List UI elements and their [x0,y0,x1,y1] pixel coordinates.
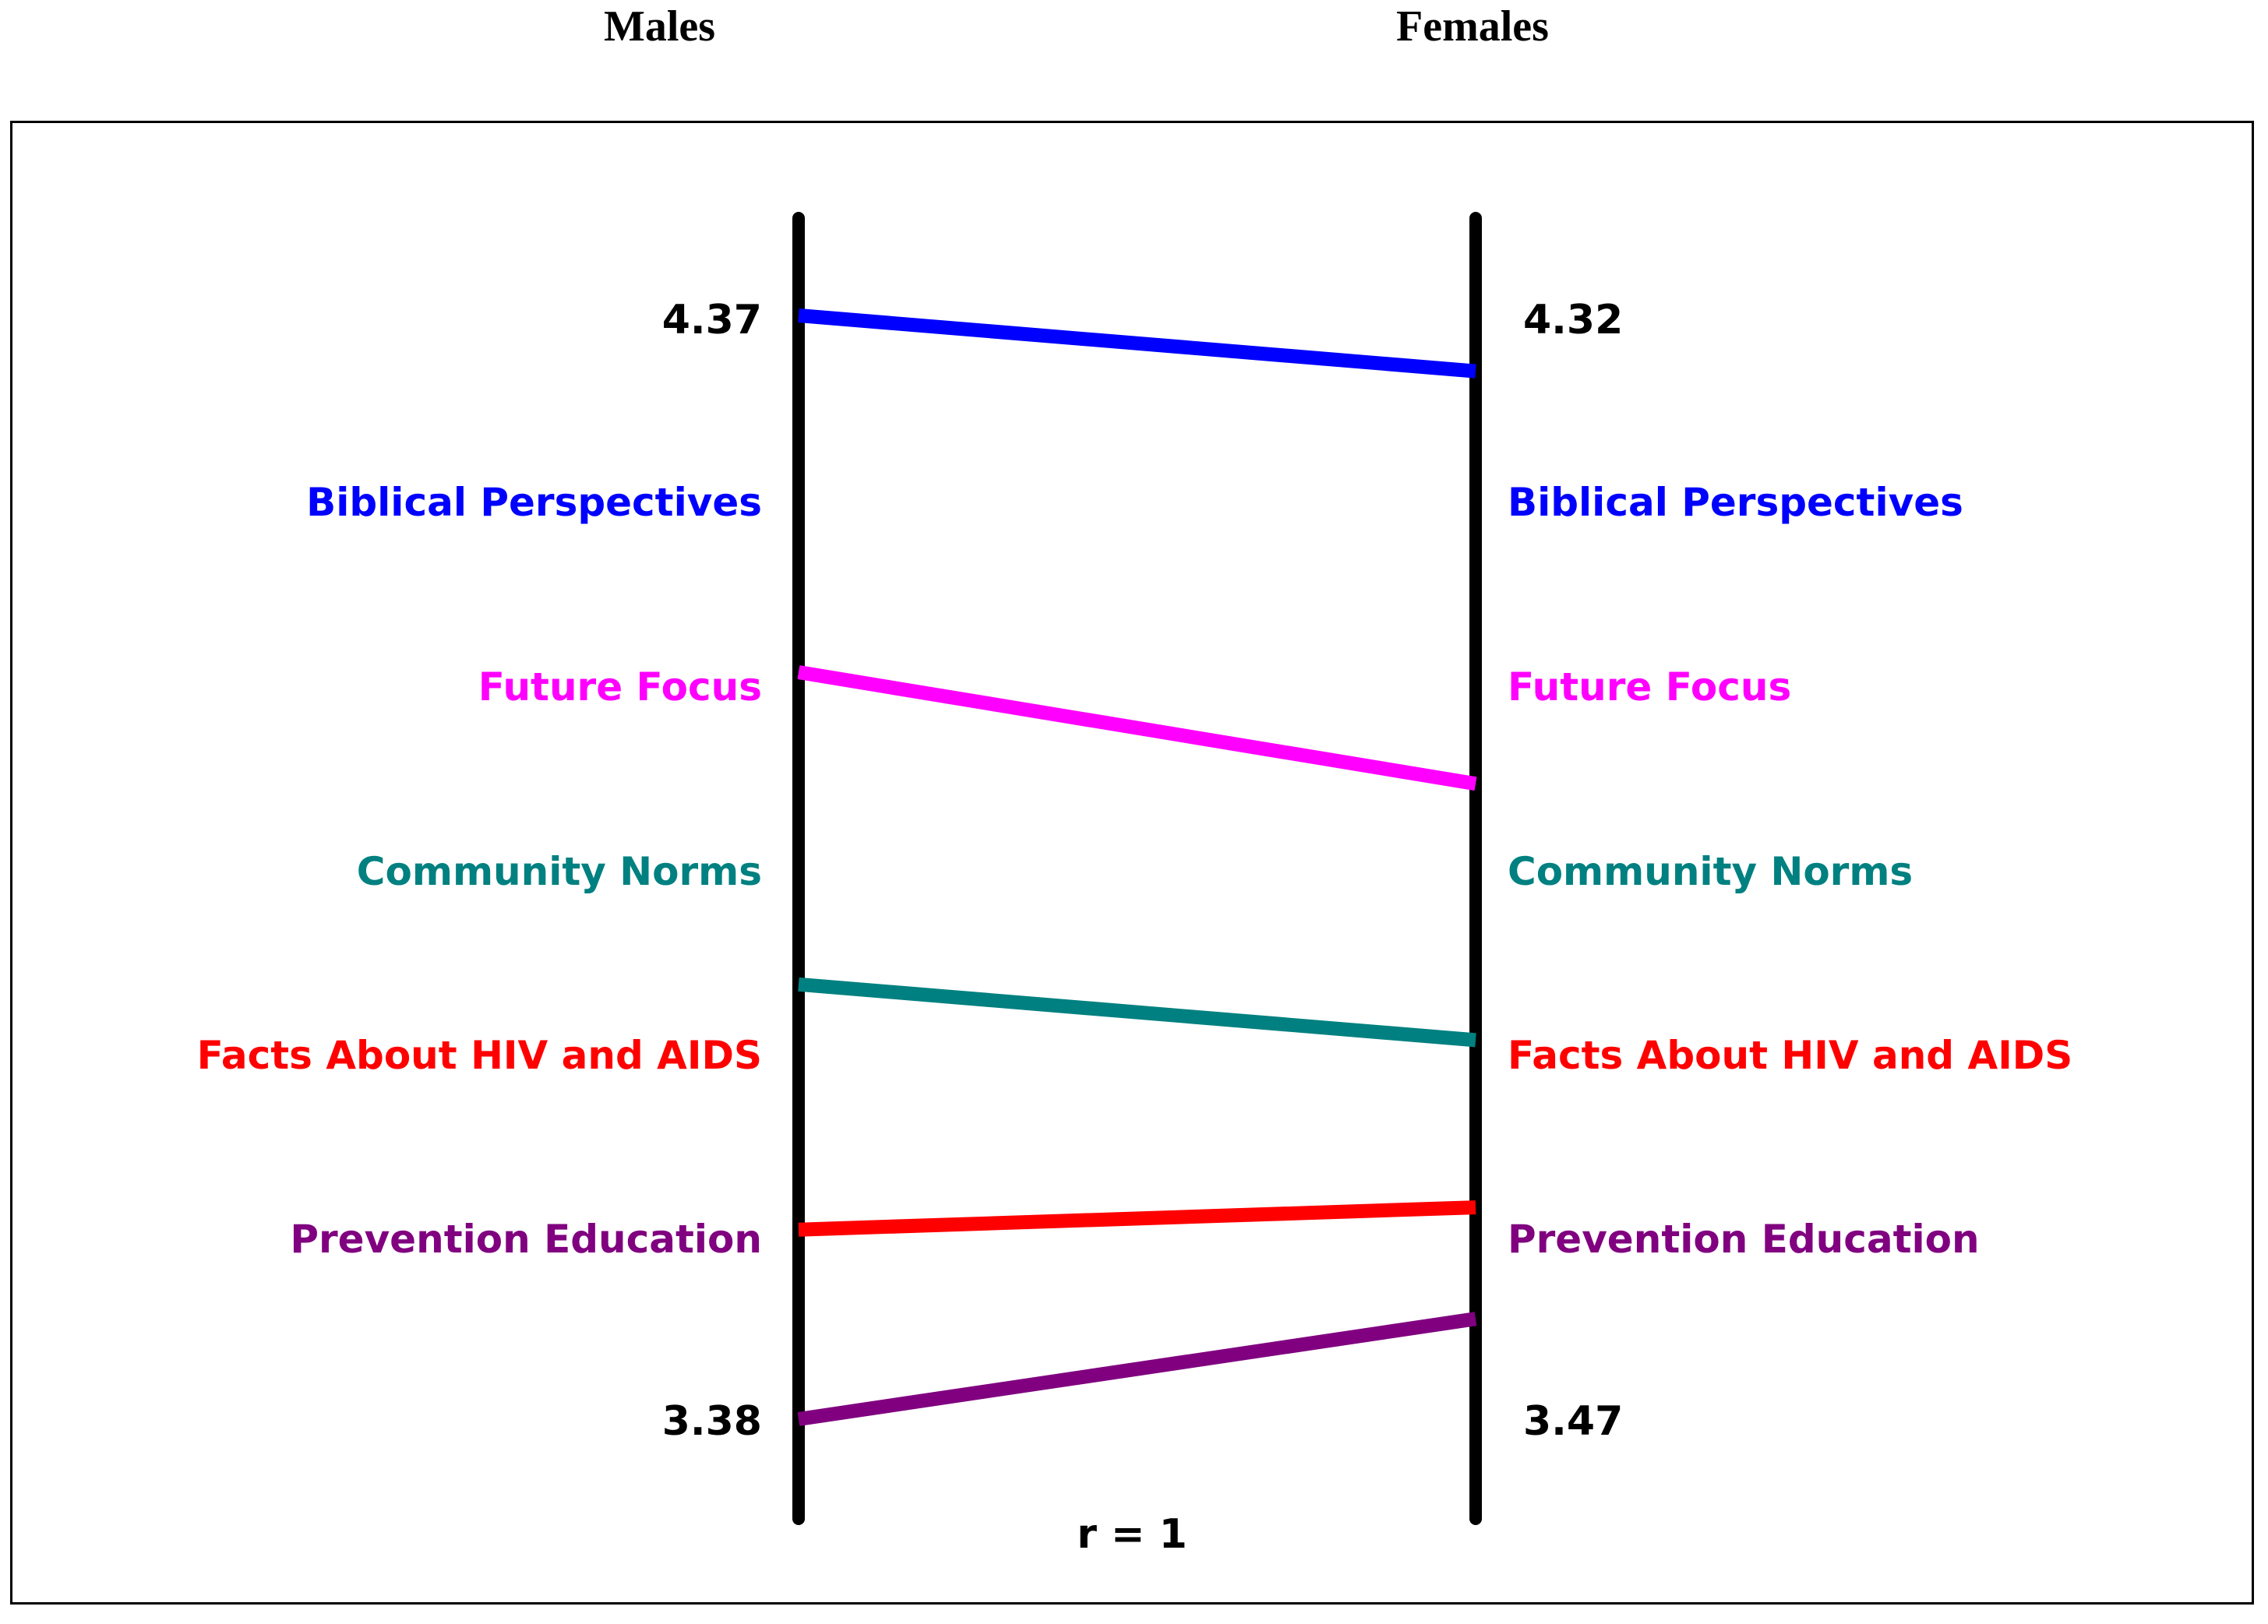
connector-facts-about-hiv-and-aids [798,1200,1476,1237]
correlation-caption: r = 1 [1077,1511,1187,1558]
connector-biblical-perspectives [798,308,1476,379]
females-label-facts-about-hiv-and-aids: Facts About HIV and AIDS [1508,1033,2072,1078]
females-header: Females [1396,2,1549,51]
females-label-prevention-education: Prevention Education [1508,1217,1980,1262]
females-label-biblical-perspectives: Biblical Perspectives [1508,480,1963,525]
males-label-biblical-perspectives: Biblical Perspectives [306,480,762,525]
females-top-value: 4.32 [1523,297,1623,343]
males-header: Males [604,2,716,51]
males-bottom-value: 3.38 [662,1398,762,1445]
females-bottom-value: 3.47 [1523,1398,1623,1445]
connector-prevention-education [797,1312,1477,1426]
females-label-future-focus: Future Focus [1508,664,1791,710]
males-label-future-focus: Future Focus [478,664,762,710]
males-label-facts-about-hiv-and-aids: Facts About HIV and AIDS [197,1033,762,1078]
connector-community-norms [798,977,1476,1048]
diagram-frame [10,121,2254,1605]
males-label-prevention-education: Prevention Education [290,1217,762,1262]
connector-future-focus [797,665,1477,791]
males-top-value: 4.37 [662,297,762,343]
males-label-community-norms: Community Norms [357,849,762,894]
females-label-community-norms: Community Norms [1508,849,1913,894]
